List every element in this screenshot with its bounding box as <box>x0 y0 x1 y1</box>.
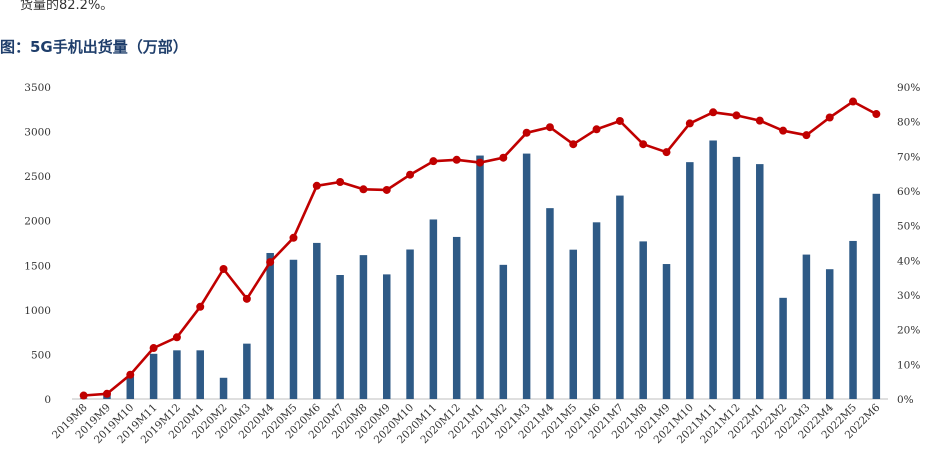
bar <box>266 252 274 399</box>
bar <box>849 240 857 399</box>
line-point <box>406 170 415 179</box>
line-point <box>102 389 111 398</box>
y-left-tick-label: 2000 <box>24 216 51 228</box>
line-point <box>172 333 181 342</box>
line-point <box>545 123 554 132</box>
bar <box>429 219 438 399</box>
line-point <box>126 370 135 379</box>
y-right-tick-label: 30% <box>897 290 920 302</box>
line-point <box>662 148 671 157</box>
line-point <box>312 181 321 190</box>
bar <box>592 222 601 399</box>
y-right-tick-label: 20% <box>897 325 920 337</box>
line-point <box>872 110 881 119</box>
bar <box>756 164 764 399</box>
y-right-tick-label: 90% <box>897 82 920 94</box>
line-point <box>242 294 251 303</box>
line-point <box>615 116 624 125</box>
line-point <box>289 233 298 242</box>
line-point <box>476 158 484 167</box>
y-right-tick-label: 50% <box>897 221 920 233</box>
bar <box>779 297 787 399</box>
line-point <box>755 116 764 125</box>
line-point <box>499 153 508 162</box>
intro-text: 货量的82.2%。 <box>20 0 114 13</box>
line-point <box>522 128 531 137</box>
bar <box>569 249 578 399</box>
y-left-tick-label: 3000 <box>24 127 51 139</box>
y-left-tick-label: 0 <box>44 394 51 406</box>
bar <box>149 353 158 399</box>
line-point <box>359 185 368 194</box>
bar <box>616 195 624 399</box>
y-left-tick-label: 1500 <box>24 260 51 272</box>
y-left-tick-label: 3500 <box>24 82 51 94</box>
y-right-tick-label: 80% <box>897 117 920 129</box>
bar <box>452 236 461 399</box>
bar <box>313 242 321 399</box>
line-point <box>685 119 694 128</box>
bar <box>522 153 531 399</box>
y-right-tick-label: 10% <box>897 359 920 371</box>
line-point <box>825 113 834 122</box>
line-point <box>779 126 788 135</box>
figure-title: 图：5G手机出货量（万部） <box>0 38 188 56</box>
bar <box>872 193 881 399</box>
line-point <box>452 155 461 164</box>
line-point <box>709 108 718 117</box>
bar <box>802 254 811 399</box>
line-point <box>266 258 275 267</box>
bar <box>336 275 344 399</box>
line-point <box>336 177 345 186</box>
bar <box>686 162 694 399</box>
line-point <box>219 265 228 273</box>
line-point <box>732 111 741 120</box>
bar <box>196 350 204 399</box>
line-point <box>382 185 391 194</box>
line-point <box>569 140 578 149</box>
y-left-tick-label: 2500 <box>24 171 51 183</box>
bar <box>359 255 368 399</box>
line-point <box>196 302 205 311</box>
bar <box>709 140 717 399</box>
y-left-tick-label: 1000 <box>24 305 51 317</box>
bar <box>126 376 135 399</box>
y-right-tick-label: 60% <box>897 186 920 198</box>
line-point <box>639 140 648 149</box>
bar <box>243 343 251 399</box>
line-point <box>149 344 158 353</box>
bar <box>732 156 741 399</box>
bar <box>499 264 508 399</box>
line-point <box>592 125 601 134</box>
bar <box>173 350 181 399</box>
bar <box>382 274 391 399</box>
bar <box>476 155 484 399</box>
y-left-tick-label: 500 <box>31 349 51 361</box>
line-point <box>849 97 858 106</box>
bar <box>825 269 834 399</box>
bar <box>219 377 228 399</box>
y-right-tick-label: 0% <box>897 394 914 406</box>
y-right-tick-label: 70% <box>897 151 920 163</box>
bar <box>639 241 647 399</box>
line-point <box>79 391 88 400</box>
bar <box>289 259 298 399</box>
line-point <box>802 131 811 140</box>
line-point <box>429 157 438 166</box>
bar <box>546 208 554 399</box>
bar <box>406 249 414 399</box>
bar <box>662 264 671 399</box>
y-right-tick-label: 40% <box>897 255 920 267</box>
